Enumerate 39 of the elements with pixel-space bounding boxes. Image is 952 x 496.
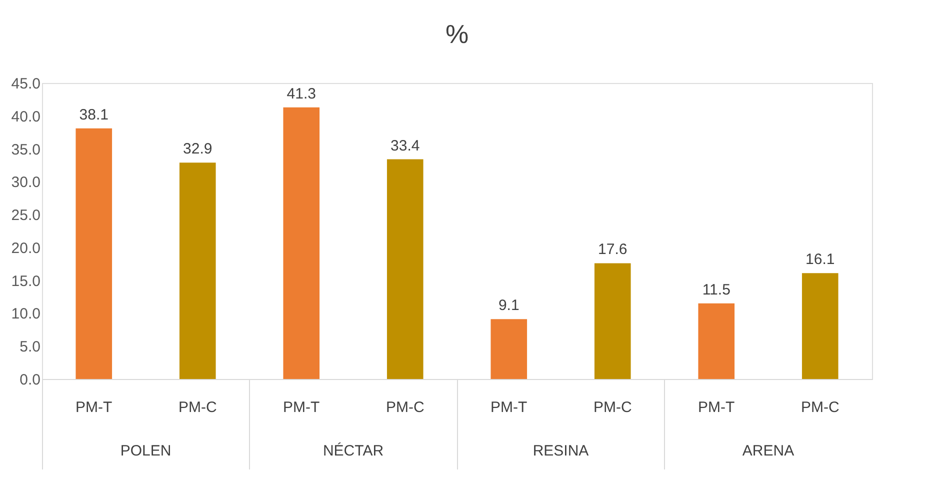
- bar: [179, 162, 216, 379]
- y-tick-label: 15.0: [11, 272, 40, 290]
- data-label: 11.5: [702, 281, 730, 298]
- bar: [76, 128, 112, 379]
- bar: [698, 303, 735, 379]
- chart-title: %: [445, 19, 469, 49]
- bar: [283, 107, 320, 379]
- y-tick-label: 35.0: [11, 141, 40, 158]
- data-label: 17.6: [598, 241, 628, 258]
- data-label: 33.4: [390, 137, 420, 154]
- text: PM-T: [490, 399, 528, 416]
- x-tick-label: POLEN: [120, 442, 172, 460]
- bar: [594, 263, 631, 379]
- y-tick-label: 40.0: [11, 108, 40, 126]
- y-tick-label: 0.0: [20, 372, 40, 388]
- bar: [802, 273, 838, 379]
- x-tick-label: RESINA: [532, 442, 589, 460]
- y-tick-label: 30.0: [11, 174, 40, 192]
- y-tick-label: 20.0: [11, 240, 40, 257]
- x-tick-label: NÉCTAR: [322, 442, 384, 460]
- text: PM-T: [283, 399, 320, 416]
- text: PM-C: [386, 399, 424, 416]
- text: PM-C: [800, 399, 840, 416]
- series-label: PM-T: [76, 399, 112, 416]
- bar: [386, 159, 424, 379]
- series-label: PM-C: [178, 399, 217, 416]
- x-tick-label: ARENA: [742, 442, 794, 460]
- y-tick-label: 25.0: [11, 207, 40, 224]
- bar: [490, 319, 528, 379]
- y-tick-label: 5.0: [20, 338, 40, 356]
- text: PM-C: [593, 399, 632, 416]
- data-label: 41.3: [286, 85, 316, 102]
- data-label: 38.1: [79, 106, 108, 124]
- data-label: 16.1: [806, 251, 835, 268]
- y-tick-label: 10.0: [11, 306, 40, 323]
- data-label: 32.9: [183, 140, 212, 158]
- data-label: 9.1: [498, 297, 520, 314]
- y-tick-label: 45.0: [11, 76, 40, 92]
- text: PM-T: [698, 399, 735, 416]
